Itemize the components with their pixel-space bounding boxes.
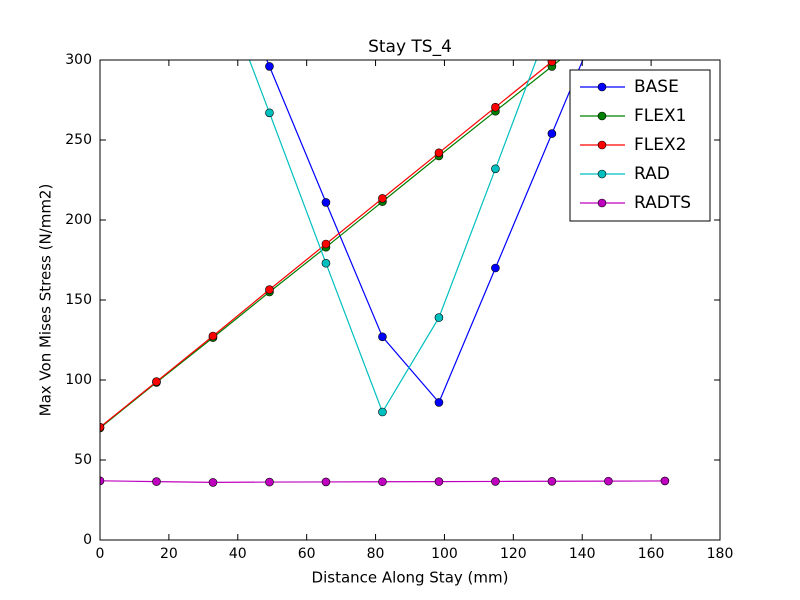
axes-frame: [99, 59, 721, 541]
x-tick-label: 80: [367, 546, 385, 562]
data-point: [491, 263, 500, 273]
legend-label: FLEX2: [634, 135, 686, 155]
data-point: [434, 477, 444, 486]
data-point: [321, 258, 331, 268]
data-point: [265, 108, 274, 118]
data-point: [547, 60, 557, 66]
legend-label: RAD: [634, 164, 670, 184]
x-tick-label: 20: [160, 546, 178, 562]
data-point: [100, 476, 105, 486]
x-tick-label: 140: [569, 546, 596, 562]
data-point: [378, 194, 387, 203]
data-point: [660, 476, 670, 486]
data-point: [434, 313, 444, 322]
x-tick-label: 180: [707, 546, 734, 562]
legend-marker: [597, 82, 607, 92]
data-point: [152, 477, 161, 486]
x-tick-label: 100: [431, 546, 458, 562]
y-tick-label: 300: [65, 52, 92, 68]
data-point: [604, 476, 613, 486]
y-axis-label: Max Von Mises Stress (N/mm2): [37, 184, 55, 417]
data-point: [378, 477, 387, 487]
data-point: [321, 239, 331, 249]
legend-label: RADTS: [634, 193, 691, 213]
plot-area: [100, 60, 670, 487]
y-tick-label: 250: [65, 132, 92, 148]
x-tick-label: 120: [500, 546, 527, 562]
y-tick-label: 0: [83, 532, 92, 548]
data-point: [378, 407, 387, 417]
data-point: [265, 285, 274, 294]
legend-marker: [597, 140, 607, 150]
data-point: [321, 477, 331, 487]
y-tick-label: 200: [65, 212, 92, 228]
data-point: [152, 377, 161, 386]
x-axis-label: Distance Along Stay (mm): [312, 569, 509, 587]
y-tick-label: 50: [74, 452, 92, 468]
data-point: [265, 62, 274, 71]
x-tick-label: 40: [229, 546, 247, 562]
data-point: [265, 477, 274, 487]
y-tick-label: 100: [65, 372, 92, 388]
data-point: [100, 422, 105, 432]
data-point: [491, 164, 500, 174]
x-tick-label: 0: [96, 546, 105, 562]
data-point: [208, 331, 218, 341]
data-point: [434, 148, 444, 158]
data-point: [547, 476, 557, 486]
legend-marker: [597, 111, 607, 121]
data-point: [208, 478, 218, 487]
data-point: [321, 198, 331, 207]
axes: 0 20 40 60 80 100 120 140 160 180 0 50 100 150 200 250 3…: [65, 52, 733, 562]
data-point: [547, 129, 557, 138]
legend-label: BASE: [634, 77, 679, 97]
legend: BASE FLEX1 FLEX2 RAD RADTS: [569, 69, 711, 222]
data-point: [491, 102, 500, 112]
data-point: [491, 477, 500, 486]
legend-label: FLEX1: [634, 106, 686, 126]
x-tick-label: 60: [298, 546, 316, 562]
legend-marker: [597, 198, 607, 208]
chart-title: Stay TS_4: [368, 37, 452, 57]
y-tick-label: 150: [65, 292, 92, 308]
data-point: [434, 398, 444, 407]
data-point: [378, 332, 387, 342]
x-tick-label: 160: [638, 546, 665, 562]
legend-marker: [597, 169, 607, 179]
